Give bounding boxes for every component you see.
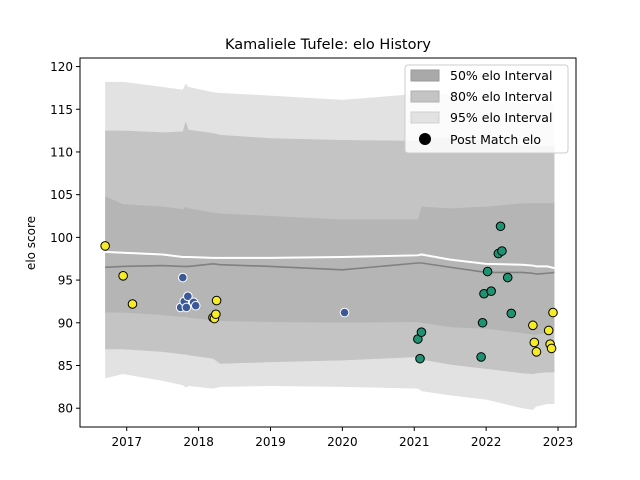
legend-label-50: 50% elo Interval	[450, 68, 552, 83]
chart-title: Kamaliele Tufele: elo History	[225, 37, 431, 53]
legend-swatch-95	[410, 111, 440, 124]
data-point	[506, 308, 517, 319]
data-point	[190, 300, 201, 311]
y-tick-label: 80	[58, 402, 73, 416]
y-tick-label: 110	[50, 145, 73, 159]
legend: 50% elo Interval 80% elo Interval 95% el…	[404, 64, 569, 154]
data-point	[531, 347, 542, 357]
x-axis: 2017 2018 2019 2020 2021 2022 2023	[111, 427, 573, 449]
data-point	[486, 286, 496, 296]
data-point	[528, 320, 538, 331]
data-point	[177, 272, 188, 283]
legend-swatch-80	[410, 90, 440, 103]
data-point	[543, 325, 554, 336]
data-point	[548, 307, 558, 318]
y-tick-label: 90	[58, 316, 73, 330]
y-tick-label: 115	[50, 103, 73, 117]
data-point	[416, 327, 427, 337]
x-tick-label: 2018	[183, 435, 214, 449]
mean-line	[105, 250, 555, 270]
data-point	[100, 241, 110, 251]
data-point	[495, 221, 506, 232]
x-tick-label: 2019	[255, 435, 286, 449]
data-point	[339, 307, 350, 318]
data-point	[502, 272, 513, 283]
median-line	[105, 262, 555, 275]
data-point	[127, 299, 138, 309]
x-tick-label: 2022	[471, 435, 502, 449]
x-tick-label: 2020	[327, 435, 358, 449]
data-point	[529, 337, 540, 348]
plot-frame	[79, 57, 577, 428]
data-point	[183, 291, 193, 302]
data-point	[497, 246, 507, 256]
legend-marker-point	[419, 133, 431, 145]
data-point	[482, 266, 493, 277]
legend-box	[404, 64, 569, 154]
x-tick-label: 2023	[543, 435, 574, 449]
data-point	[118, 271, 128, 281]
y-axis-title: elo score	[24, 216, 38, 270]
data-point	[477, 317, 488, 328]
trend-lines	[105, 250, 555, 275]
x-tick-label: 2021	[399, 435, 430, 449]
y-tick-label: 105	[50, 188, 73, 202]
legend-label-95: 95% elo Interval	[450, 110, 552, 125]
y-tick-label: 95	[58, 274, 73, 288]
y-tick-label: 100	[50, 231, 73, 245]
y-axis: 80 85 90 95 100 105 110 115 120	[50, 60, 80, 416]
legend-label-80: 80% elo Interval	[450, 89, 552, 104]
legend-label-point: Post Match elo	[450, 132, 541, 147]
y-tick-label: 120	[50, 60, 73, 74]
post-match-points	[100, 221, 558, 364]
data-point	[211, 309, 221, 320]
data-point	[211, 295, 222, 306]
y-tick-label: 85	[58, 359, 73, 373]
legend-swatch-50	[410, 69, 440, 82]
data-point	[181, 302, 192, 313]
data-point	[476, 352, 486, 362]
data-point	[546, 343, 557, 354]
x-tick-label: 2017	[111, 435, 142, 449]
plot-area	[100, 81, 558, 410]
data-point	[415, 353, 425, 364]
